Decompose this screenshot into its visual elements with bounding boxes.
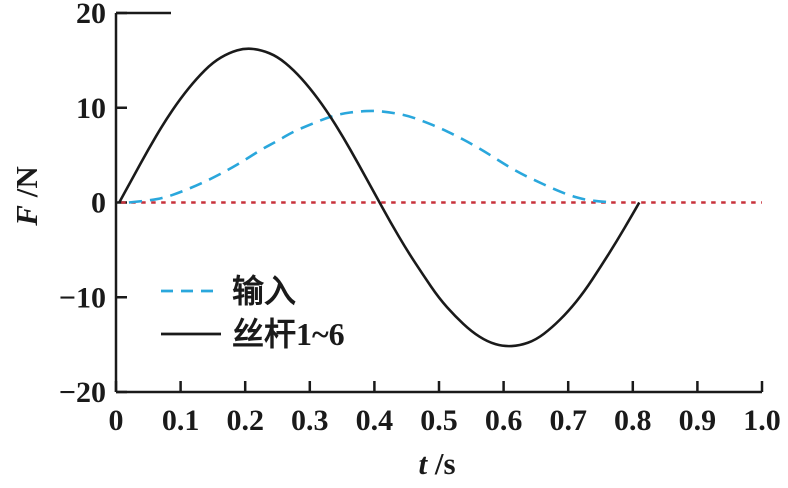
y-axis-label: F /N — [9, 166, 45, 225]
series-curve-1 — [118, 47, 641, 348]
legend: 输入 丝杆1~6 — [160, 269, 345, 355]
legend-item-input: 输入 — [160, 269, 345, 312]
x-axis-variable: t — [418, 446, 428, 481]
legend-dashed-line-sample — [161, 289, 221, 292]
x-tick-label: 0.2 — [226, 404, 264, 437]
y-tick-label: −20 — [59, 376, 106, 409]
x-tick-label: 1.0 — [743, 404, 781, 437]
legend-solid-line-sample — [161, 332, 221, 335]
series-curve-0 — [128, 109, 614, 204]
x-tick-label: 0.4 — [356, 404, 394, 437]
x-tick-label: 0 — [109, 404, 124, 437]
legend-label-input: 输入 — [232, 272, 297, 309]
x-tick-label: 0.1 — [162, 404, 200, 437]
x-axis-label: t /s — [418, 446, 455, 482]
x-tick-label: 0.5 — [420, 404, 458, 437]
y-tick-label: 20 — [76, 0, 106, 30]
y-tick-label: −10 — [59, 281, 106, 314]
x-axis-unit: /s — [427, 446, 456, 481]
x-tick-label: 0.7 — [549, 404, 587, 437]
y-axis-variable: F — [9, 205, 44, 226]
y-axis-unit: /N — [9, 166, 44, 206]
y-tick-label: 10 — [76, 92, 106, 125]
x-tick-label: 0.6 — [485, 404, 523, 437]
x-tick-label: 0.8 — [614, 404, 652, 437]
legend-item-screws: 丝杆1~6 — [160, 312, 345, 355]
legend-label-screws: 丝杆1~6 — [232, 315, 345, 352]
x-tick-label: 0.9 — [679, 404, 717, 437]
y-tick-label: 0 — [91, 187, 106, 220]
x-tick-label: 0.3 — [291, 404, 329, 437]
